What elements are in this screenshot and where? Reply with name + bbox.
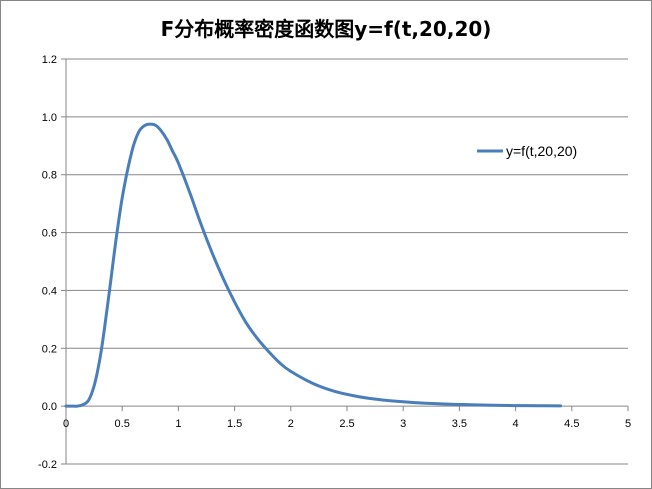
x-tick-label-7: 3.5 bbox=[452, 418, 467, 430]
y-tick-label-4: 0.6 bbox=[42, 228, 57, 240]
x-tick-label-10: 5 bbox=[625, 418, 631, 430]
x-tick-label-8: 4 bbox=[513, 418, 519, 430]
legend-label: y=f(t,20,20) bbox=[506, 143, 577, 159]
y-tick-label-1: 0.0 bbox=[42, 401, 57, 413]
series-line-0 bbox=[64, 122, 563, 408]
y-tick-label-6: 1.0 bbox=[42, 112, 57, 124]
y-tick-label-2: 0.2 bbox=[42, 343, 57, 355]
x-tick-label-6: 3 bbox=[400, 418, 406, 430]
x-tick-label-3: 1.5 bbox=[227, 418, 242, 430]
x-tick-label-4: 2 bbox=[288, 418, 294, 430]
axes bbox=[61, 58, 629, 465]
x-tick-label-9: 4.5 bbox=[564, 418, 579, 430]
gridlines bbox=[66, 58, 628, 465]
series-lines bbox=[64, 122, 563, 408]
x-tick-labels: 0 0.5 1 1.5 2 2.5 3 3.5 4 4.5 5 bbox=[63, 418, 631, 430]
x-tick-label-0: 0 bbox=[63, 418, 69, 430]
y-tick-label-3: 0.4 bbox=[42, 285, 57, 297]
x-tick-label-2: 1 bbox=[175, 418, 181, 430]
y-tick-labels: -0.2 0.0 0.2 0.4 0.6 0.8 1.0 1.2 bbox=[38, 54, 57, 471]
x-tick-label-5: 2.5 bbox=[339, 418, 354, 430]
y-tick-label-5: 0.8 bbox=[42, 170, 57, 182]
x-tick-label-1: 0.5 bbox=[115, 418, 130, 430]
y-tick-label-7: 1.2 bbox=[42, 54, 57, 66]
legend: y=f(t,20,20) bbox=[477, 143, 577, 159]
y-tick-label-0: -0.2 bbox=[38, 459, 57, 471]
chart-title: F分布概率密度函数图y=f(t,20,20) bbox=[161, 17, 492, 41]
